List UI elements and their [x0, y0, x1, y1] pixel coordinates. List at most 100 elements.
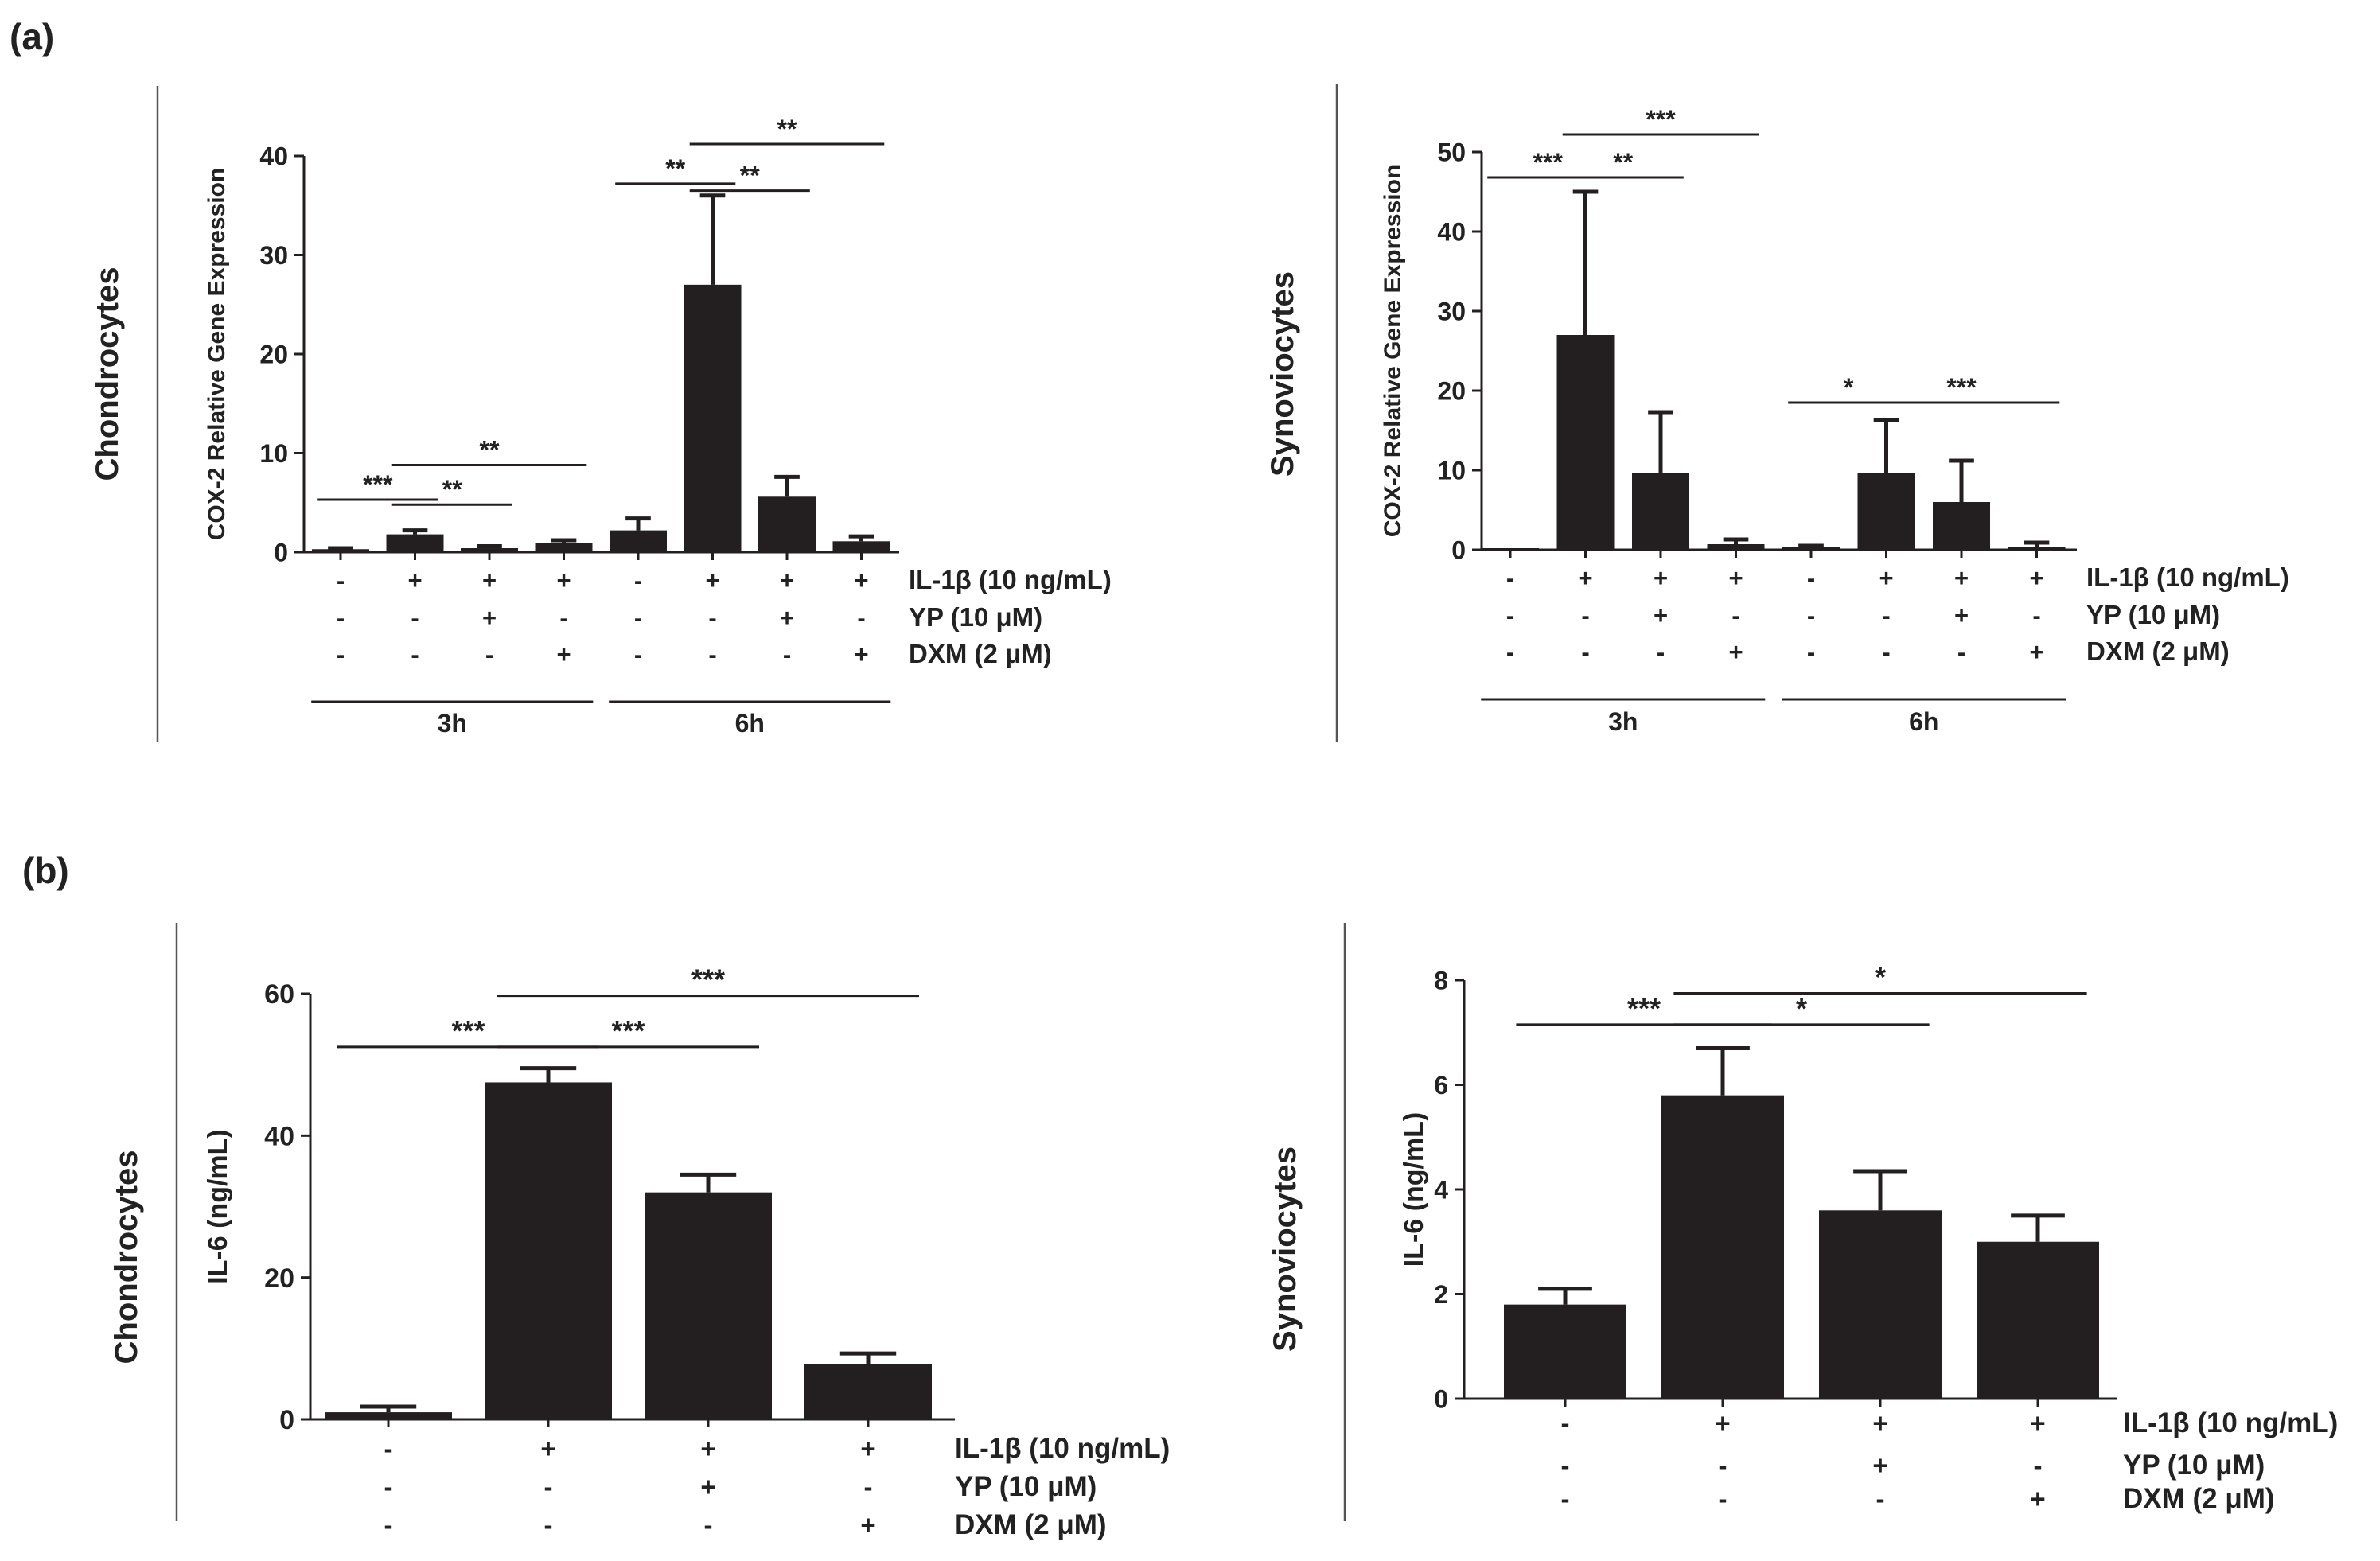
bar [535, 543, 593, 552]
condition-sign: + [780, 566, 794, 594]
condition-sign: - [1731, 601, 1739, 629]
condition-sign: + [700, 1434, 715, 1463]
bar [1782, 547, 1840, 550]
significance-label: ** [777, 115, 797, 143]
chart-a2-synoviocytes-cox2: Synoviocytes 0 10 20 30 40 50 COX-2 Relative Ge… [1265, 84, 2289, 742]
y-tick-label: 40 [259, 142, 288, 171]
group-label: 3h [1608, 707, 1638, 736]
panel-label-a: (a) [10, 16, 54, 57]
chart-b1-chondrocytes-il6: Chondrocytes 0 20 40 60 IL-6 (ng/mL) *** *** ***… [109, 923, 1170, 1540]
significance-label: *** [1627, 992, 1661, 1025]
condition-sign: + [1954, 564, 1969, 592]
significance-label: *** [691, 963, 725, 996]
condition-sign: - [634, 566, 642, 594]
treatment-label-yp: YP (10 μM) [955, 1471, 1097, 1502]
significance-label: ** [740, 162, 760, 190]
condition-sign: - [1876, 1484, 1885, 1513]
condition-sign: + [556, 566, 571, 594]
y-tick-label: 0 [279, 1405, 294, 1435]
side-label: Chondrocytes [109, 1150, 144, 1364]
y-axis-label: IL-6 (ng/mL) [203, 1129, 233, 1284]
condition-sign: + [1728, 638, 1743, 666]
significance-label: *** [1946, 373, 1977, 402]
treatment-label-dxm: DXM (2 μM) [955, 1509, 1107, 1540]
significance-label: ** [1613, 148, 1633, 177]
bar [1819, 1210, 1942, 1399]
condition-sign: - [1581, 638, 1589, 666]
treatment-label-il1b: IL-1β (10 ng/mL) [2123, 1407, 2338, 1438]
y-tick-label: 10 [1437, 457, 1466, 485]
treatment-label-il1b: IL-1β (10 ng/mL) [909, 565, 1112, 594]
condition-sign: - [384, 1510, 393, 1540]
condition-sign: - [411, 640, 419, 668]
bar [1482, 548, 1539, 550]
group-label: 3h [438, 709, 467, 738]
condition-sign: - [634, 604, 642, 632]
bar [645, 1192, 772, 1419]
bar [832, 541, 890, 552]
bar [1632, 473, 1689, 550]
condition-sign: + [1715, 1408, 1730, 1438]
condition-sign: - [783, 640, 791, 668]
bar [485, 1082, 612, 1419]
condition-sign: - [1506, 638, 1514, 666]
condition-sign: - [1807, 638, 1815, 666]
condition-sign: + [1872, 1450, 1887, 1480]
condition-sign: - [2032, 601, 2040, 629]
condition-sign: - [384, 1472, 393, 1501]
condition-sign: - [2034, 1450, 2043, 1480]
bar [1661, 1095, 1784, 1399]
condition-sign: + [1872, 1408, 1887, 1438]
condition-sign: + [1728, 564, 1743, 592]
condition-sign: + [1654, 564, 1668, 592]
y-axis-label: COX-2 Relative Gene Expression [1380, 165, 1406, 538]
condition-sign: - [485, 640, 493, 668]
condition-sign: + [2030, 1484, 2045, 1513]
bar [2008, 547, 2066, 550]
group-label: 6h [735, 709, 765, 738]
condition-sign: - [1506, 564, 1514, 592]
condition-sign: + [2029, 638, 2043, 666]
condition-sign: - [337, 640, 345, 668]
significance-label: * [1844, 373, 1854, 402]
y-tick-label: 30 [259, 241, 288, 270]
condition-sign: - [1882, 638, 1890, 666]
condition-sign: + [860, 1510, 875, 1540]
y-tick-label: 50 [1437, 138, 1466, 167]
condition-sign: - [1807, 601, 1815, 629]
condition-sign: + [860, 1434, 875, 1463]
condition-sign: + [482, 566, 497, 594]
condition-sign: - [544, 1472, 553, 1501]
condition-sign: + [540, 1434, 555, 1463]
condition-sign: + [1879, 564, 1893, 592]
bar [312, 549, 369, 552]
y-tick-label: 20 [264, 1263, 294, 1294]
condition-sign: - [544, 1510, 553, 1540]
y-tick-label: 2 [1434, 1280, 1448, 1309]
condition-sign: - [1807, 564, 1815, 592]
treatment-label-dxm: DXM (2 μM) [2123, 1483, 2275, 1514]
y-tick-label: 4 [1434, 1176, 1448, 1205]
condition-sign: - [1581, 601, 1589, 629]
bar [804, 1364, 932, 1419]
y-axis-label: COX-2 Relative Gene Expression [204, 168, 230, 541]
condition-sign: + [1578, 564, 1592, 592]
condition-sign: + [854, 566, 868, 594]
bar [325, 1412, 452, 1419]
treatment-label-dxm: DXM (2 μM) [909, 639, 1052, 668]
side-label: Synoviocytes [1268, 1146, 1303, 1352]
condition-sign: - [708, 640, 716, 668]
condition-sign: + [854, 640, 868, 668]
condition-sign: + [482, 604, 497, 632]
condition-sign: - [1719, 1450, 1728, 1480]
group-label: 6h [1909, 707, 1938, 736]
significance-label: * [1875, 960, 1886, 993]
condition-sign: - [384, 1434, 393, 1463]
bar [386, 534, 444, 552]
condition-sign: - [1561, 1484, 1570, 1513]
condition-sign: - [864, 1472, 873, 1501]
y-tick-label: 40 [264, 1122, 294, 1152]
condition-sign: - [704, 1510, 713, 1540]
bar [684, 284, 742, 552]
